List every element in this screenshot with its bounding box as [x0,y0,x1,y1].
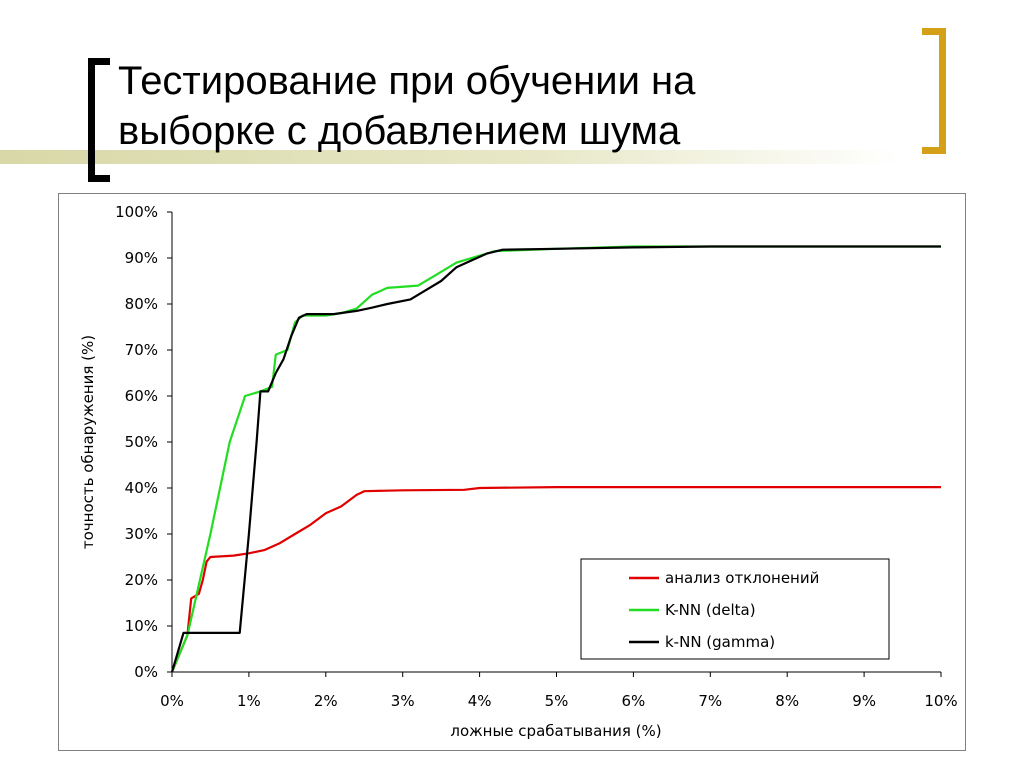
x-tick-label: 10% [924,692,957,710]
x-tick-label: 3% [391,692,415,710]
legend-label: k-NN (gamma) [665,633,775,651]
series-line-3 [170,245,941,673]
x-tick-label: 6% [622,692,646,710]
y-tick-label: 90% [125,249,158,267]
decorative-bar [0,150,900,164]
y-tick-label: 20% [125,571,158,589]
slide-title-line1: Тестирование при обучении на [118,59,696,103]
chart-series [170,245,941,673]
x-axis-label: ложные срабатывания (%) [450,722,661,740]
y-axis-label: точность обнаружения (%) [79,335,97,549]
x-tick-label: 2% [314,692,338,710]
x-tick-label: 9% [852,692,876,710]
y-tick-label: 80% [125,295,158,313]
left-bracket-decoration [88,58,110,182]
y-tick-label: 30% [125,525,158,543]
y-tick-label: 10% [125,617,158,635]
x-tick-label: 8% [775,692,799,710]
y-tick-label: 50% [125,433,158,451]
legend-label: анализ отклонений [665,569,819,587]
y-tick-label: 40% [125,479,158,497]
y-tick-label: 70% [125,341,158,359]
x-tick-label: 5% [545,692,569,710]
slide-title-line2: выборке с добавлением шума [118,109,681,153]
slide-title: Тестирование при обучении на выборке с д… [118,56,898,156]
right-bracket-decoration [922,28,946,154]
x-tick-label: 7% [698,692,722,710]
legend-label: K-NN (delta) [665,601,756,619]
x-tick-label: 1% [237,692,261,710]
y-tick-label: 100% [115,203,158,221]
x-tick-label: 4% [468,692,492,710]
series-line-1 [170,486,941,673]
chart-frame [58,193,966,751]
y-tick-label: 60% [125,387,158,405]
chart-legend: анализ отклонений K-NN (delta) k-NN (gamma… [580,558,890,660]
x-tick-label: 0% [160,692,184,710]
y-tick-label: 0% [134,663,158,681]
chart-ticks: 0% 10% 20% 30% 40% 50% 60% 70% 80% 90% 100% 0% 1% 2% 3… [115,203,958,710]
